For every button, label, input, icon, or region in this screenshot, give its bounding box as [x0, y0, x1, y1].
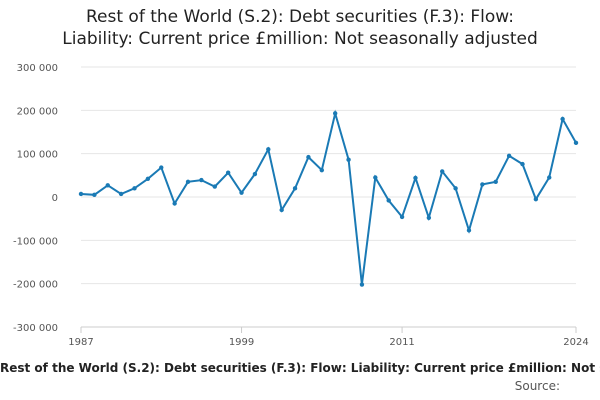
data-point: [573, 140, 579, 146]
data-point: [279, 207, 284, 213]
data-point: [172, 201, 177, 206]
data-point: [453, 186, 458, 191]
gridlines: [81, 66, 576, 285]
y-tick-label: -300 000: [13, 323, 58, 334]
data-point: [332, 111, 338, 116]
series-line: [80, 109, 577, 285]
series-points: [78, 111, 579, 287]
data-point: [145, 176, 151, 181]
data-point: [413, 175, 418, 181]
y-tick-label: -200 000: [13, 280, 58, 291]
data-point: [493, 179, 498, 185]
data-point: [92, 192, 97, 198]
y-tick-label: -100 000: [13, 236, 58, 247]
data-point: [533, 196, 539, 202]
x-tick-label: 1987: [68, 337, 93, 348]
data-point: [506, 153, 512, 159]
data-point: [292, 186, 298, 191]
data-point: [480, 182, 485, 187]
data-point: [319, 167, 325, 173]
data-point: [306, 154, 311, 160]
data-point: [199, 177, 204, 183]
y-tick-label: 100 000: [17, 150, 58, 161]
data-point: [346, 157, 351, 162]
data-point: [359, 282, 365, 287]
y-tick-label: 200 000: [17, 106, 58, 117]
data-point: [118, 191, 124, 197]
data-point: [105, 183, 110, 188]
data-point: [78, 191, 84, 197]
chart-title-line-1: Rest of the World (S.2): Debt securities…: [86, 7, 514, 27]
data-point: [266, 147, 271, 152]
data-point: [520, 161, 525, 167]
x-axis: [80, 326, 577, 333]
chart-title-line-2: Liability: Current price £million: Not s…: [62, 29, 538, 49]
chart-title: Rest of the World (S.2): Debt securities…: [0, 6, 600, 50]
x-axis-tick-labels: 1987 1999 2011 2024: [68, 337, 588, 348]
data-point: [547, 175, 552, 180]
data-point: [252, 171, 258, 177]
data-point: [466, 228, 472, 233]
data-point: [426, 215, 432, 220]
data-point: [239, 190, 244, 195]
x-tick-label: 2011: [389, 337, 414, 348]
data-point: [132, 186, 137, 191]
data-point: [373, 175, 378, 180]
y-tick-label: 0: [52, 193, 58, 204]
data-point: [560, 116, 565, 122]
data-point: [225, 170, 231, 175]
x-tick-label: 1999: [229, 337, 254, 348]
data-point: [440, 169, 445, 174]
data-point: [185, 179, 191, 185]
source-label: Source:: [514, 379, 560, 393]
y-axis-tick-labels: 300 000 200 000 100 000 0 -100 000 -200 000 -3…: [13, 63, 58, 334]
data-point: [399, 214, 405, 220]
data-point: [386, 198, 391, 203]
legend-entry: Rest of the World (S.2): Debt securities…: [0, 361, 600, 375]
x-tick-label: 2024: [563, 337, 588, 348]
data-point: [212, 184, 217, 189]
data-point: [159, 165, 164, 170]
y-tick-label: 300 000: [17, 63, 58, 74]
